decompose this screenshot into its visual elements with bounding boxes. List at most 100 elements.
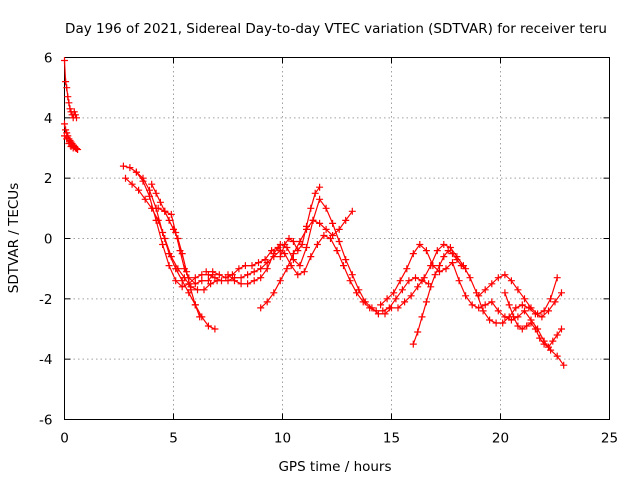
data-point — [196, 313, 204, 321]
data-point — [244, 280, 252, 288]
data-point — [316, 195, 324, 203]
data-point — [198, 277, 206, 285]
data-point — [224, 271, 232, 279]
y-tick-label: 4 — [44, 111, 53, 127]
data-point — [538, 313, 546, 321]
data-point — [139, 177, 147, 185]
data-point — [146, 192, 153, 200]
data-point — [396, 277, 404, 285]
y-axis-label: SDTVAR / TECUs — [6, 183, 22, 293]
series-line — [279, 186, 321, 257]
data-point — [407, 292, 415, 300]
data-point — [309, 216, 317, 224]
data-point — [409, 250, 417, 258]
data-point — [70, 108, 78, 116]
x-axis-label: GPS time / hours — [278, 459, 391, 475]
data-point — [176, 247, 184, 255]
data-point — [167, 253, 175, 261]
data-point — [307, 204, 315, 212]
data-point — [545, 343, 552, 351]
data-point — [63, 84, 71, 92]
data-point — [381, 310, 389, 318]
x-tick-label: 15 — [383, 431, 400, 447]
data-point — [510, 313, 518, 321]
data-point — [215, 271, 223, 279]
data-point — [468, 301, 476, 309]
data-point — [553, 331, 561, 339]
data-point — [440, 241, 448, 248]
data-point — [422, 298, 430, 306]
data-point — [499, 319, 507, 327]
data-point — [276, 277, 284, 285]
data-point — [235, 265, 243, 273]
data-series — [61, 57, 568, 369]
data-point — [250, 268, 258, 276]
data-point — [191, 274, 199, 282]
x-tick-labels: 0 5 10 15 20 25 — [60, 431, 618, 447]
data-point — [329, 232, 337, 239]
series-arc-3 — [61, 132, 77, 152]
data-point — [61, 57, 68, 64]
data-point — [401, 298, 409, 306]
data-point — [475, 304, 483, 312]
data-point — [342, 216, 350, 224]
x-tick-label: 5 — [169, 431, 178, 447]
data-point — [152, 216, 160, 224]
data-point — [322, 204, 330, 212]
data-point — [261, 256, 269, 264]
data-point — [507, 277, 515, 285]
data-point — [241, 262, 249, 270]
data-point — [427, 262, 435, 270]
data-point — [549, 337, 557, 345]
data-point — [427, 283, 435, 291]
data-point — [501, 271, 509, 279]
data-point — [409, 340, 417, 348]
data-point — [514, 322, 522, 330]
data-point — [231, 277, 238, 285]
data-point — [518, 301, 526, 309]
data-point — [66, 105, 74, 113]
data-point — [398, 286, 406, 294]
data-point — [209, 268, 217, 276]
data-point — [204, 277, 212, 285]
data-point — [165, 262, 173, 270]
data-point — [462, 265, 470, 273]
series-arc-17 — [501, 289, 565, 351]
data-point — [436, 262, 443, 270]
series-arc-7 — [148, 180, 204, 321]
x-tick-label: 25 — [601, 431, 618, 447]
data-point — [300, 268, 308, 276]
data-point — [388, 304, 395, 312]
data-point — [283, 265, 291, 273]
data-point — [322, 225, 330, 233]
x-tick-label: 20 — [492, 431, 509, 447]
data-point — [488, 298, 496, 306]
data-point — [558, 289, 565, 297]
data-point — [355, 286, 363, 294]
y-tick-label: 2 — [44, 171, 53, 187]
series-arc-12 — [276, 183, 324, 261]
data-point — [74, 146, 82, 153]
data-point — [551, 298, 559, 306]
data-point — [433, 247, 441, 255]
data-point — [479, 307, 487, 315]
data-point — [453, 256, 461, 264]
data-point — [285, 235, 293, 242]
data-point — [172, 277, 180, 285]
data-point — [501, 289, 509, 297]
data-point — [154, 204, 162, 212]
data-point — [257, 265, 265, 273]
data-point — [494, 274, 502, 282]
data-point — [527, 304, 535, 312]
data-point — [457, 262, 465, 270]
series-line — [135, 171, 281, 288]
data-point — [303, 222, 310, 230]
data-point — [340, 262, 347, 270]
series-line — [125, 177, 218, 291]
data-point — [255, 259, 262, 267]
series-arc-16 — [475, 271, 561, 318]
data-point — [540, 307, 548, 315]
data-point — [294, 271, 302, 279]
data-point — [420, 274, 428, 282]
data-point — [289, 238, 297, 245]
